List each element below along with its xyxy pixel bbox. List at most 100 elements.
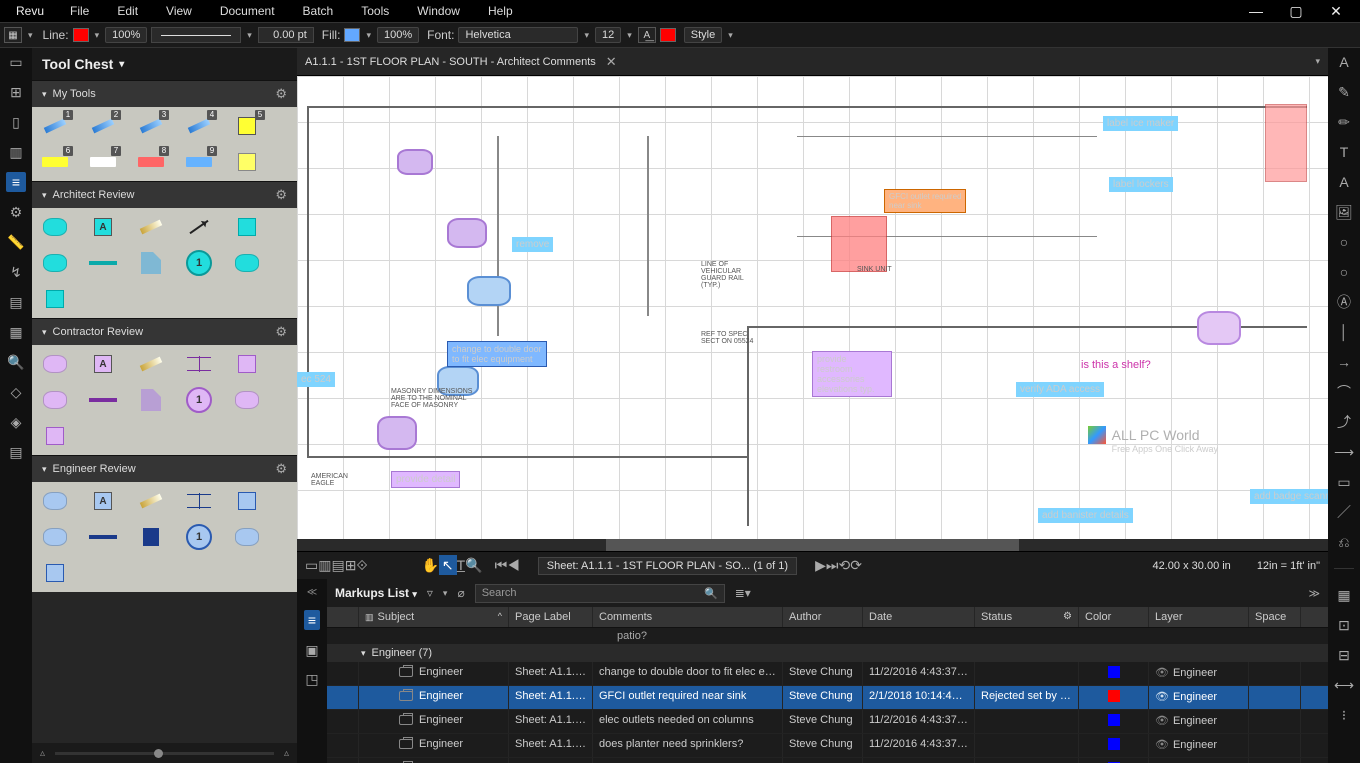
hide-markups-icon[interactable]: ⌀ — [457, 586, 464, 600]
fill-color-swatch[interactable] — [344, 28, 360, 42]
column-header[interactable]: Comments — [593, 607, 783, 627]
fill-opacity[interactable]: 100% — [377, 27, 419, 43]
tool-sq[interactable] — [40, 423, 70, 449]
text-align-icon[interactable]: A͟ — [638, 27, 656, 43]
column-header[interactable] — [327, 607, 359, 627]
drawing-markup[interactable] — [397, 149, 433, 175]
column-header[interactable]: Date — [863, 607, 975, 627]
markup-row[interactable]: EngineerSheet: A1.1.1 -...GFCI outlet re… — [327, 686, 1328, 710]
tool-thick[interactable] — [88, 524, 118, 550]
markup-tool-icon[interactable]: ▦ — [4, 27, 22, 43]
markup-row[interactable]: EngineerSheet: A1.1.1 -...does planter n… — [327, 734, 1328, 758]
tool-pen[interactable]: 2 — [88, 113, 118, 139]
drawing-markup[interactable] — [467, 276, 511, 306]
font-name-dropdown[interactable]: Helvetica — [458, 27, 578, 43]
tool-cloud2[interactable] — [40, 250, 70, 276]
column-header[interactable]: ▥Subject^ — [359, 607, 509, 627]
nav-icon[interactable]: ▭ — [305, 557, 318, 573]
compare-tab-icon[interactable]: ◳ — [305, 671, 318, 688]
collapse-panel-icon[interactable]: ≪ — [307, 587, 317, 598]
right-rail-icon-13[interactable]: ⟶ — [1334, 442, 1354, 462]
right-rail-icon-15[interactable]: ／ — [1334, 502, 1354, 522]
tool-sqA[interactable]: A — [88, 351, 118, 377]
right-rail-icon-16[interactable]: ⎌ — [1334, 532, 1354, 552]
drawing-markup[interactable]: provide detail — [391, 471, 460, 488]
nav-icon[interactable]: T̲ — [457, 557, 466, 573]
menu-view[interactable]: View — [152, 4, 206, 18]
tool-sq[interactable] — [232, 488, 262, 514]
sheet-dropdown[interactable]: Sheet: A1.1.1 - 1ST FLOOR PLAN - SO... (… — [538, 557, 797, 575]
right-rail2-icon-2[interactable]: ⊟ — [1334, 645, 1354, 665]
minimize-button[interactable]: — — [1236, 3, 1276, 20]
column-header[interactable]: Status⚙ — [975, 607, 1079, 627]
left-rail-icon-9[interactable]: ▦ — [6, 322, 26, 342]
tool-hl[interactable]: 6 — [40, 149, 70, 175]
tool-hl[interactable]: 9 — [184, 149, 214, 175]
right-rail-icon-0[interactable]: A — [1334, 52, 1354, 72]
tool-cloud2[interactable] — [40, 387, 70, 413]
markups-list-title[interactable]: Markups List ▾ — [335, 586, 417, 600]
right-rail2-icon-3[interactable]: ⟷ — [1334, 675, 1354, 695]
drawing-markup[interactable]: add banister details — [1038, 508, 1133, 523]
nav-icon[interactable]: 🔍 — [465, 557, 482, 573]
tool-hl[interactable]: 7 — [88, 149, 118, 175]
drawing-markup[interactable]: label lockers — [1109, 177, 1173, 192]
menu-window[interactable]: Window — [403, 4, 474, 18]
nav-icon[interactable]: ⟐ — [356, 557, 367, 573]
horizontal-scrollbar[interactable] — [297, 539, 1328, 551]
close-button[interactable]: ✕ — [1316, 3, 1356, 20]
tool-cloud[interactable] — [232, 250, 262, 276]
drawing-markup[interactable]: MASONRY DIMENSIONS ARE TO THE NOMINAL FA… — [387, 386, 476, 411]
right-rail-icon-14[interactable]: ▭ — [1334, 472, 1354, 492]
drawing-markup[interactable]: add badge scann — [1250, 489, 1328, 504]
chest-section-architect-review[interactable]: ▾Architect Review⚙ — [32, 181, 297, 208]
tool-thick[interactable] — [88, 250, 118, 276]
right-rail-icon-4[interactable]: A — [1334, 172, 1354, 192]
drawing-markup[interactable]: GFCI outlet required near sink — [884, 189, 966, 213]
tool-cloud[interactable] — [232, 524, 262, 550]
tab-overflow-icon[interactable]: ▾ — [1315, 56, 1320, 67]
tool-arrow[interactable] — [184, 214, 214, 240]
right-rail-icon-8[interactable]: Ⓐ — [1334, 292, 1354, 312]
right-rail-icon-7[interactable]: ○ — [1334, 262, 1354, 282]
tool-pen2[interactable] — [136, 488, 166, 514]
left-rail-icon-6[interactable]: 📏 — [6, 232, 26, 252]
nav-icon[interactable]: ▤ — [331, 557, 344, 573]
tool-pen[interactable]: 3 — [136, 113, 166, 139]
right-rail-icon-2[interactable]: ✏ — [1334, 112, 1354, 132]
tool-pen2[interactable] — [136, 214, 166, 240]
drawing-markup[interactable]: LINE OF VEHICULAR GUARD RAIL (TYP.) — [697, 259, 748, 291]
nav-icon[interactable]: ↖ — [439, 555, 457, 575]
nav-next-icon[interactable]: ⟲ — [838, 557, 850, 573]
right-rail-icon-3[interactable]: T — [1334, 142, 1354, 162]
column-header[interactable]: Page Label — [509, 607, 593, 627]
tool-cloud[interactable] — [40, 488, 70, 514]
line-opacity[interactable]: 100% — [105, 27, 147, 43]
line-weight[interactable]: 0.00 pt — [258, 27, 314, 43]
zoom-in-icon[interactable]: ▵ — [284, 748, 289, 759]
right-rail-icon-5[interactable]: 🖼 — [1334, 202, 1354, 222]
text-color-swatch[interactable] — [660, 28, 676, 42]
tool-sqA[interactable]: A — [88, 488, 118, 514]
left-rail-icon-10[interactable]: 🔍 — [6, 352, 26, 372]
tool-note[interactable] — [136, 387, 166, 413]
left-rail-icon-3[interactable]: ▥ — [6, 142, 26, 162]
drawing-markup[interactable]: provide restroom accessories elevations … — [812, 351, 892, 397]
line-style-dropdown[interactable] — [151, 27, 241, 43]
column-header[interactable]: Space — [1249, 607, 1301, 627]
font-size-dropdown[interactable]: 12 — [595, 27, 621, 43]
left-rail-icon-2[interactable]: ▯ — [6, 112, 26, 132]
markup-row[interactable]: EngineerSheet: A1.1.1 -...change to doub… — [327, 662, 1328, 686]
tool-sq[interactable] — [232, 214, 262, 240]
tool-sq[interactable] — [40, 286, 70, 312]
drawing-markup[interactable] — [1197, 311, 1241, 345]
tool-pen[interactable]: 4 — [184, 113, 214, 139]
right-rail-icon-9[interactable]: │ — [1334, 322, 1354, 342]
markup-row[interactable]: EngineerSheet: A1.1.1 -...elec outlets n… — [327, 710, 1328, 734]
tool-cloud[interactable] — [40, 214, 70, 240]
left-rail-icon-1[interactable]: ⊞ — [6, 82, 26, 102]
menu-batch[interactable]: Batch — [289, 4, 348, 18]
markups-list-tab-icon[interactable]: ≡ — [304, 610, 320, 630]
menu-edit[interactable]: Edit — [103, 4, 152, 18]
tool-pen[interactable]: 1 — [40, 113, 70, 139]
